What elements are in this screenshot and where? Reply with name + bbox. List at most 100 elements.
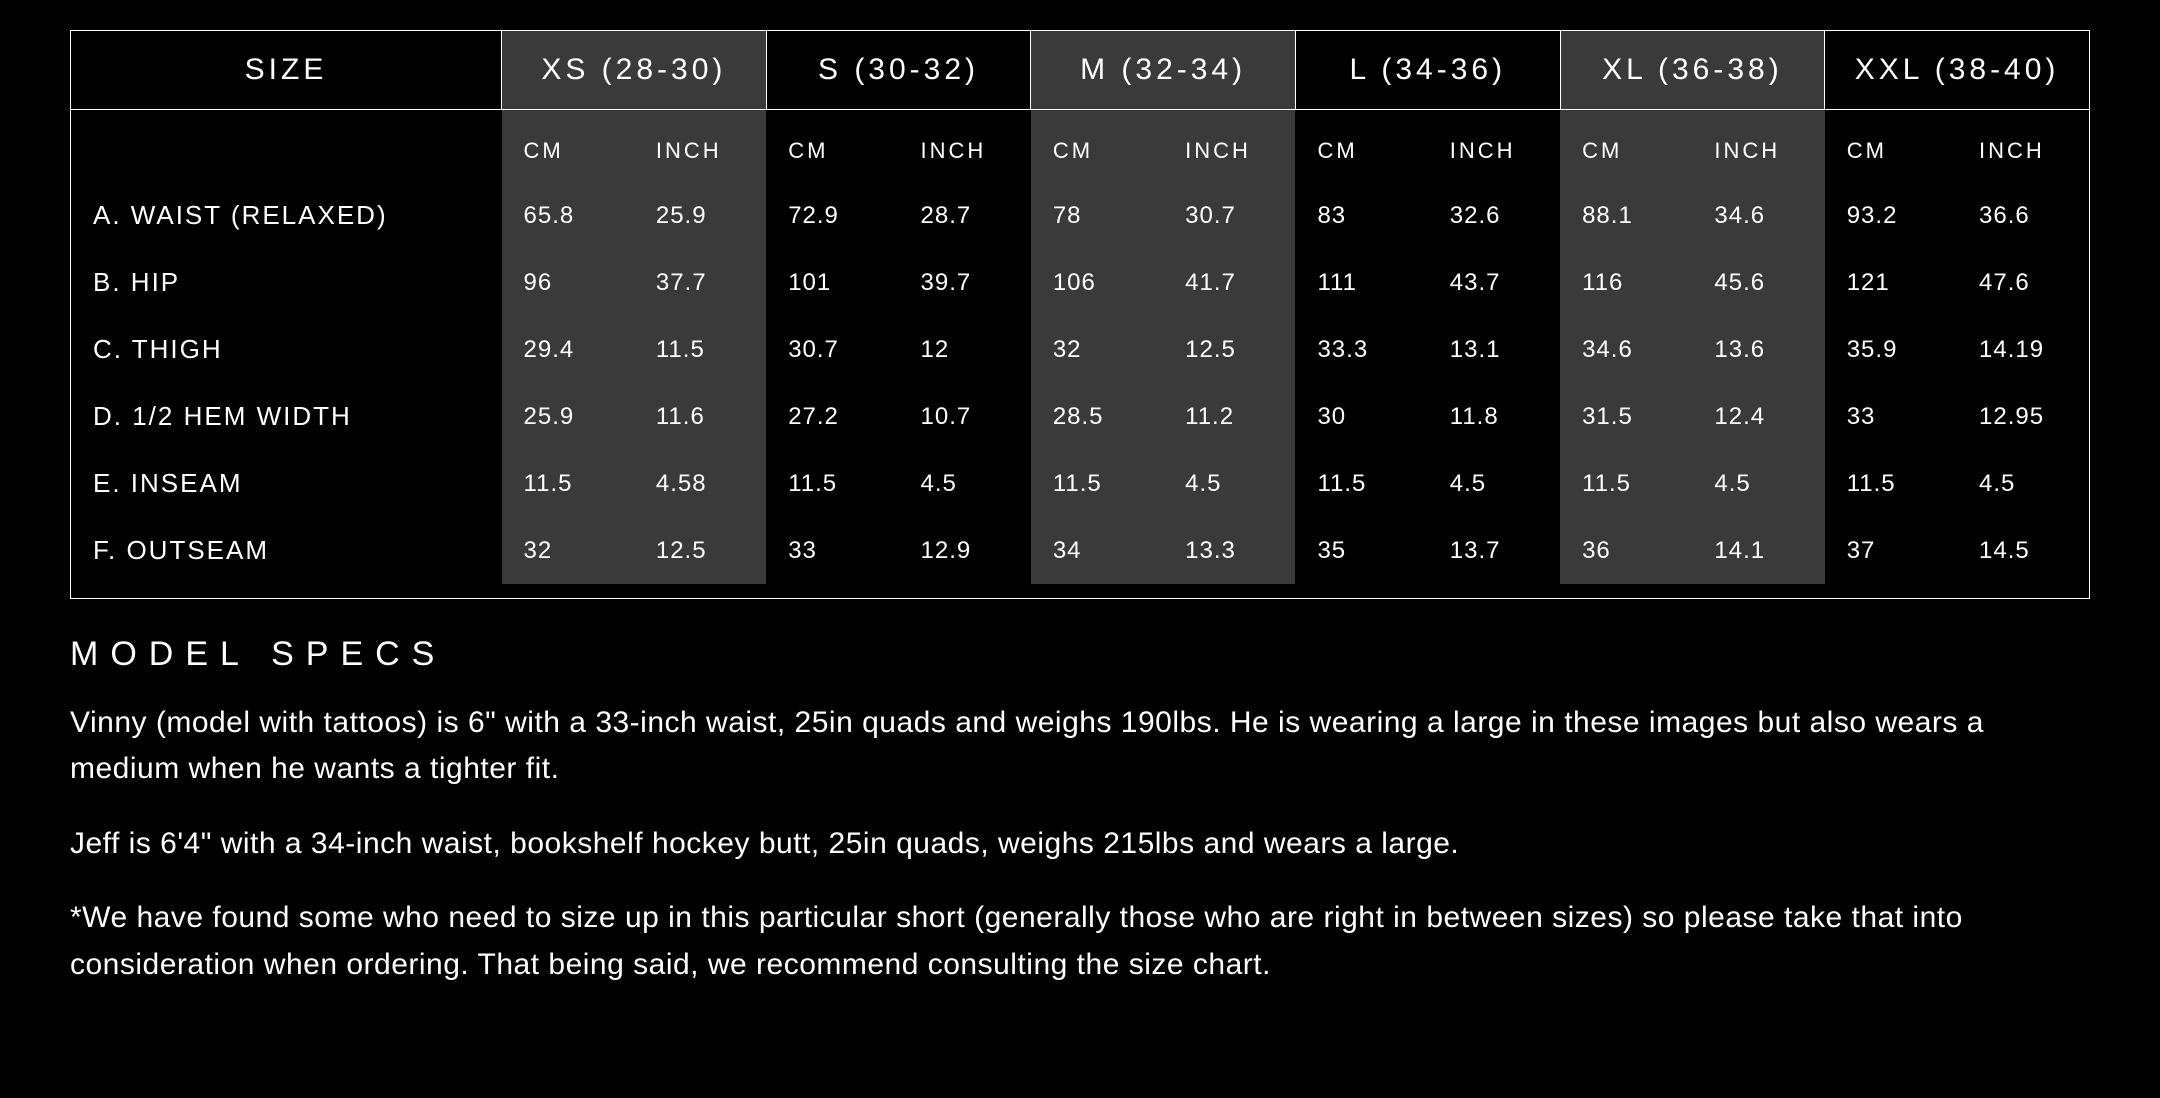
unit-inch: INCH xyxy=(1163,110,1295,183)
value-inch: 12.5 xyxy=(634,517,766,584)
value-cm: 27.2 xyxy=(766,383,898,450)
value-cm: 78 xyxy=(1031,182,1163,249)
unit-cm: CM xyxy=(766,110,898,183)
value-inch: 39.7 xyxy=(899,249,1031,316)
value-inch: 34.6 xyxy=(1692,182,1824,249)
value-inch: 28.7 xyxy=(899,182,1031,249)
value-cm: 11.5 xyxy=(1825,450,1957,517)
value-inch: 13.6 xyxy=(1692,316,1824,383)
value-inch: 13.3 xyxy=(1163,517,1295,584)
header-m: M (32-34) xyxy=(1031,31,1296,110)
padding-row xyxy=(71,584,2090,598)
value-cm: 96 xyxy=(502,249,634,316)
unit-inch: INCH xyxy=(1428,110,1560,183)
value-inch: 25.9 xyxy=(634,182,766,249)
value-cm: 30 xyxy=(1295,383,1427,450)
value-inch: 37.7 xyxy=(634,249,766,316)
value-inch: 10.7 xyxy=(899,383,1031,450)
specs-p3: *We have found some who need to size up … xyxy=(70,895,2090,988)
value-cm: 35 xyxy=(1295,517,1427,584)
value-inch: 12.4 xyxy=(1692,383,1824,450)
value-cm: 65.8 xyxy=(502,182,634,249)
measure-label: A. WAIST (RELAXED) xyxy=(71,182,502,249)
specs-p1: Vinny (model with tattoos) is 6" with a … xyxy=(70,700,2090,793)
value-cm: 88.1 xyxy=(1560,182,1692,249)
table-row: E. INSEAM11.54.5811.54.511.54.511.54.511… xyxy=(71,450,2090,517)
header-row: SIZE XS (28-30) S (30-32) M (32-34) L (3… xyxy=(71,31,2090,110)
value-cm: 121 xyxy=(1825,249,1957,316)
unit-cm: CM xyxy=(1560,110,1692,183)
unit-blank xyxy=(71,110,502,183)
unit-inch: INCH xyxy=(899,110,1031,183)
value-inch: 11.6 xyxy=(634,383,766,450)
value-cm: 11.5 xyxy=(1031,450,1163,517)
value-cm: 83 xyxy=(1295,182,1427,249)
value-inch: 12.5 xyxy=(1163,316,1295,383)
value-cm: 32 xyxy=(502,517,634,584)
size-chart-container: SIZE XS (28-30) S (30-32) M (32-34) L (3… xyxy=(0,0,2160,1056)
value-cm: 25.9 xyxy=(502,383,634,450)
value-cm: 106 xyxy=(1031,249,1163,316)
value-inch: 41.7 xyxy=(1163,249,1295,316)
value-cm: 31.5 xyxy=(1560,383,1692,450)
unit-inch: INCH xyxy=(1692,110,1824,183)
unit-inch: INCH xyxy=(1957,110,2089,183)
value-inch: 12 xyxy=(899,316,1031,383)
value-cm: 35.9 xyxy=(1825,316,1957,383)
value-cm: 33.3 xyxy=(1295,316,1427,383)
value-cm: 36 xyxy=(1560,517,1692,584)
value-inch: 11.5 xyxy=(634,316,766,383)
value-cm: 30.7 xyxy=(766,316,898,383)
value-inch: 4.58 xyxy=(634,450,766,517)
value-cm: 34 xyxy=(1031,517,1163,584)
measure-label: C. THIGH xyxy=(71,316,502,383)
size-chart-table: SIZE XS (28-30) S (30-32) M (32-34) L (3… xyxy=(70,30,2090,599)
value-inch: 4.5 xyxy=(1428,450,1560,517)
value-inch: 43.7 xyxy=(1428,249,1560,316)
value-cm: 33 xyxy=(766,517,898,584)
header-xs: XS (28-30) xyxy=(502,31,767,110)
table-row: B. HIP9637.710139.710641.711143.711645.6… xyxy=(71,249,2090,316)
value-inch: 4.5 xyxy=(1163,450,1295,517)
value-cm: 72.9 xyxy=(766,182,898,249)
measure-label: E. INSEAM xyxy=(71,450,502,517)
model-specs: MODEL SPECS Vinny (model with tattoos) i… xyxy=(70,599,2090,989)
value-inch: 4.5 xyxy=(1957,450,2089,517)
value-inch: 14.19 xyxy=(1957,316,2089,383)
header-xxl: XXL (38-40) xyxy=(1825,31,2090,110)
value-inch: 4.5 xyxy=(899,450,1031,517)
value-inch: 14.5 xyxy=(1957,517,2089,584)
value-inch: 30.7 xyxy=(1163,182,1295,249)
unit-cm: CM xyxy=(1295,110,1427,183)
unit-row: CM INCH CM INCH CM INCH CM INCH CM INCH … xyxy=(71,110,2090,183)
value-cm: 11.5 xyxy=(766,450,898,517)
value-inch: 32.6 xyxy=(1428,182,1560,249)
table-row: D. 1/2 HEM WIDTH25.911.627.210.728.511.2… xyxy=(71,383,2090,450)
specs-p2: Jeff is 6'4" with a 34-inch waist, books… xyxy=(70,821,2090,868)
value-inch: 12.95 xyxy=(1957,383,2089,450)
unit-cm: CM xyxy=(502,110,634,183)
value-inch: 11.8 xyxy=(1428,383,1560,450)
value-inch: 36.6 xyxy=(1957,182,2089,249)
value-inch: 14.1 xyxy=(1692,517,1824,584)
table-row: A. WAIST (RELAXED)65.825.972.928.77830.7… xyxy=(71,182,2090,249)
unit-cm: CM xyxy=(1825,110,1957,183)
value-cm: 116 xyxy=(1560,249,1692,316)
value-cm: 11.5 xyxy=(1560,450,1692,517)
value-inch: 47.6 xyxy=(1957,249,2089,316)
specs-heading: MODEL SPECS xyxy=(70,635,2090,674)
header-xl: XL (36-38) xyxy=(1560,31,1825,110)
value-cm: 37 xyxy=(1825,517,1957,584)
measure-label: D. 1/2 HEM WIDTH xyxy=(71,383,502,450)
value-cm: 32 xyxy=(1031,316,1163,383)
value-inch: 13.7 xyxy=(1428,517,1560,584)
value-inch: 4.5 xyxy=(1692,450,1824,517)
table-row: C. THIGH29.411.530.7123212.533.313.134.6… xyxy=(71,316,2090,383)
header-l: L (34-36) xyxy=(1295,31,1560,110)
value-cm: 11.5 xyxy=(502,450,634,517)
unit-cm: CM xyxy=(1031,110,1163,183)
value-cm: 33 xyxy=(1825,383,1957,450)
value-cm: 29.4 xyxy=(502,316,634,383)
measure-label: B. HIP xyxy=(71,249,502,316)
measure-label: F. OUTSEAM xyxy=(71,517,502,584)
